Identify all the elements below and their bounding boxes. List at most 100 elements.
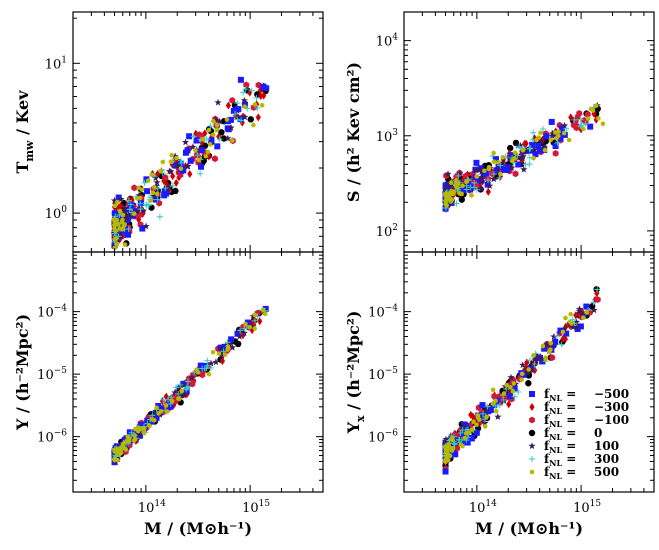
data-point	[531, 155, 536, 161]
data-point	[247, 324, 253, 330]
data-point	[511, 393, 518, 400]
data-point	[126, 435, 132, 441]
data-point	[240, 329, 248, 337]
data-point	[477, 185, 485, 193]
data-point	[504, 382, 509, 388]
data-point	[509, 158, 515, 164]
y-tick-label: 10−4	[368, 304, 398, 321]
data-point	[571, 116, 578, 123]
data-point	[563, 330, 570, 337]
data-point	[148, 204, 155, 211]
data-point	[458, 423, 466, 431]
data-point	[208, 137, 215, 144]
data-point	[443, 197, 449, 203]
data-point	[224, 134, 232, 142]
data-point	[222, 344, 229, 351]
data-point	[542, 147, 548, 153]
data-point	[139, 207, 147, 214]
data-point	[162, 174, 169, 181]
data-point	[158, 409, 164, 414]
data-point	[176, 396, 182, 402]
data-point	[214, 122, 220, 128]
data-point	[472, 165, 480, 173]
data-point	[181, 138, 190, 146]
data-point	[133, 207, 141, 215]
data-point	[259, 102, 265, 108]
data-point	[228, 343, 236, 351]
data-point	[218, 349, 226, 357]
data-point	[252, 326, 257, 331]
data-point	[141, 430, 147, 436]
y-axis-label: Tmw / Kev	[13, 90, 36, 174]
legend-label: fNL = −500	[544, 387, 629, 403]
data-point	[535, 142, 542, 149]
data-point	[497, 162, 504, 169]
x-axis-label: M / (M⊙h⁻¹)	[475, 519, 583, 538]
x-tick-label: 1015	[573, 499, 601, 516]
data-point	[536, 147, 543, 154]
data-point	[516, 143, 523, 150]
data-point	[482, 424, 488, 429]
data-point	[252, 317, 259, 324]
data-point	[500, 397, 507, 404]
data-point	[225, 101, 231, 110]
data-point	[169, 398, 175, 404]
data-point	[593, 103, 599, 109]
data-point	[557, 327, 564, 334]
data-point	[460, 183, 465, 189]
data-point	[263, 311, 268, 317]
data-point	[232, 110, 239, 117]
data-point	[522, 161, 529, 168]
data-point	[150, 192, 158, 200]
data-point	[205, 149, 211, 155]
data-point	[469, 427, 475, 432]
legend-label: fNL = −300	[544, 400, 629, 416]
data-point	[199, 371, 206, 379]
data-point	[180, 391, 189, 399]
data-point	[226, 339, 234, 347]
data-point	[455, 436, 462, 443]
data-point	[484, 414, 489, 420]
data-point	[131, 211, 137, 216]
panel-entropy: 102 103 104 S / (h² Kev cm²)	[344, 11, 655, 253]
data-point	[570, 121, 577, 129]
data-point	[548, 118, 555, 125]
data-point	[164, 409, 170, 414]
data-point	[442, 468, 449, 475]
data-point	[154, 191, 160, 197]
panel-temperature: 100 101 Tmw / Kev	[13, 11, 324, 253]
data-point	[479, 402, 486, 409]
data-point	[241, 113, 249, 121]
data-point	[471, 184, 478, 191]
data-point	[193, 147, 198, 153]
data-point	[553, 130, 558, 135]
data-point	[261, 91, 267, 100]
data-point	[525, 380, 532, 387]
data-point	[196, 157, 202, 163]
data-point	[189, 143, 197, 150]
data-point	[523, 139, 529, 148]
data-point	[508, 384, 513, 390]
data-point	[491, 150, 496, 156]
data-point	[160, 159, 166, 165]
data-point	[538, 130, 543, 136]
data-point	[444, 170, 452, 178]
y-tick-label: 10−6	[37, 429, 67, 446]
data-point	[487, 406, 494, 413]
data-point	[173, 162, 181, 170]
data-point	[453, 200, 460, 207]
data-point	[243, 81, 250, 89]
data-point	[549, 129, 557, 137]
data-point	[543, 340, 551, 348]
scatter-points	[110, 305, 269, 466]
data-point	[240, 96, 248, 104]
data-point	[497, 392, 503, 400]
data-point	[180, 381, 188, 389]
data-point	[225, 126, 232, 133]
data-point	[538, 138, 546, 146]
data-point	[253, 94, 260, 101]
data-point	[237, 327, 244, 334]
data-point	[596, 116, 601, 121]
data-point	[150, 190, 155, 196]
data-point	[506, 400, 512, 409]
